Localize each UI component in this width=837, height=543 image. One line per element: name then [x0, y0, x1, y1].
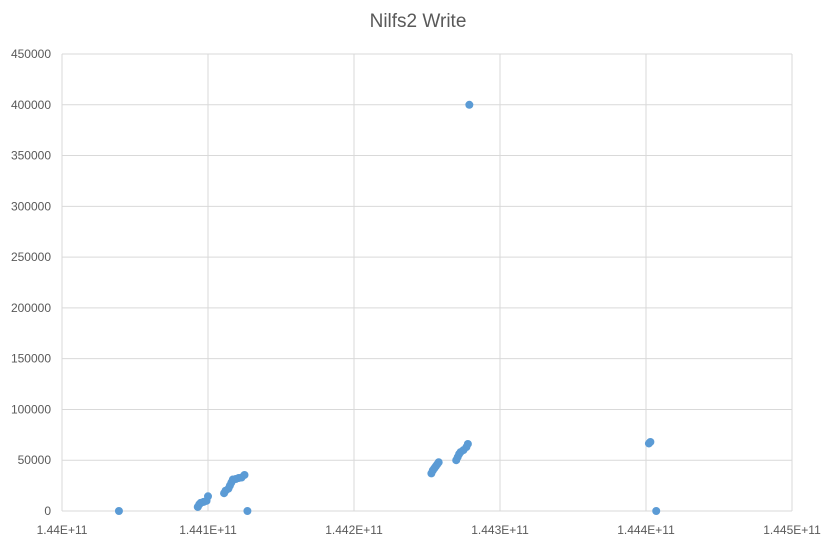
- data-point: [114, 507, 123, 515]
- data-point: [646, 437, 655, 446]
- data-point: [434, 458, 443, 467]
- data-point: [463, 439, 472, 448]
- data-point: [465, 100, 474, 109]
- y-tick-label: 0: [44, 504, 51, 518]
- y-tick-label: 450000: [11, 47, 51, 61]
- x-tick-label: 1.444E+11: [617, 523, 675, 537]
- x-tick-label: 1.445E+11: [763, 523, 821, 537]
- y-tick-label: 100000: [11, 402, 51, 416]
- y-tick-label: 200000: [11, 301, 51, 315]
- x-tick-label: 1.442E+11: [325, 523, 383, 537]
- y-tick-label: 250000: [11, 250, 51, 264]
- y-tick-label: 50000: [18, 453, 52, 467]
- y-tick-label: 300000: [11, 199, 51, 213]
- y-tick-label: 150000: [11, 352, 51, 366]
- x-tick-label: 1.443E+11: [471, 523, 529, 537]
- y-axis-tick-labels: 0 50000 100000 150000 200000 250000 300000 3500…: [11, 47, 51, 518]
- data-point: [243, 507, 252, 515]
- y-tick-label: 400000: [11, 98, 51, 112]
- x-axis-tick-labels: 1.44E+11 1.441E+11 1.442E+11 1.443E+11 1.444…: [37, 523, 821, 537]
- chart-title: Nilfs2 Write: [370, 11, 467, 32]
- data-point: [652, 507, 661, 515]
- data-point: [240, 470, 249, 479]
- x-tick-label: 1.44E+11: [37, 523, 88, 537]
- x-tick-label: 1.441E+11: [179, 523, 237, 537]
- data-points: [114, 100, 661, 515]
- y-tick-label: 350000: [11, 149, 51, 163]
- grid: [61, 53, 793, 512]
- data-point: [204, 492, 212, 501]
